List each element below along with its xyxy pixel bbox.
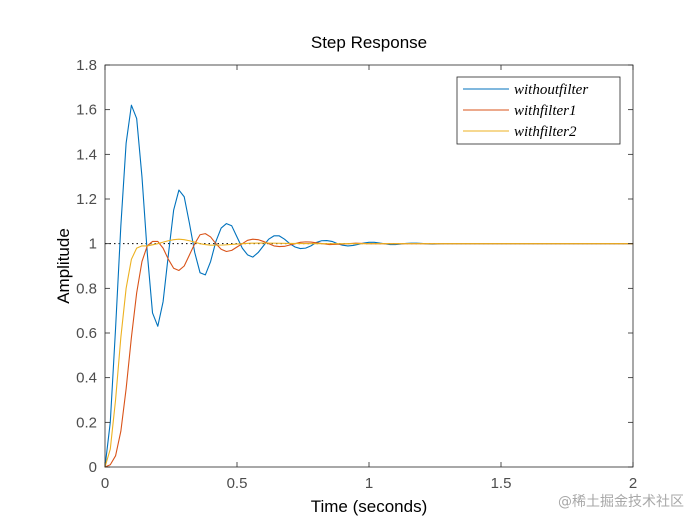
y-axis-title: Amplitude bbox=[54, 228, 73, 304]
legend-label-0: withoutfilter bbox=[514, 82, 588, 98]
x-tick-label: 0 bbox=[101, 475, 109, 492]
y-tick-label: 0.8 bbox=[76, 280, 97, 297]
legend-label-2: withfilter2 bbox=[514, 124, 577, 140]
y-tick-label: 1.2 bbox=[76, 191, 97, 208]
y-tick-label: 1.8 bbox=[76, 57, 97, 74]
y-tick-label: 0.6 bbox=[76, 325, 97, 342]
x-tick-label: 1 bbox=[365, 475, 373, 492]
y-tick-label: 0 bbox=[89, 459, 97, 476]
x-tick-label: 1.5 bbox=[491, 475, 512, 492]
y-tick-label: 1.6 bbox=[76, 102, 97, 119]
legend-label-1: withfilter1 bbox=[514, 103, 577, 119]
series-line-2 bbox=[104, 238, 634, 468]
series-line-1 bbox=[104, 233, 634, 468]
legend: withoutfilter withfilter1 withfilter2 bbox=[456, 76, 621, 145]
x-tick-label: 2 bbox=[629, 475, 637, 492]
y-tick-label: 1 bbox=[89, 236, 97, 253]
x-axis-title: Time (seconds) bbox=[311, 497, 428, 516]
y-tick-label: 0.4 bbox=[76, 370, 97, 387]
series-layer bbox=[104, 104, 634, 468]
y-tick-label: 0.2 bbox=[76, 414, 97, 431]
watermark: @稀土掘金技术社区 bbox=[558, 494, 684, 510]
chart-title: Step Response bbox=[311, 33, 427, 52]
y-tick-label: 1.4 bbox=[76, 146, 97, 163]
tick-layer: 0 0.5 1 1.5 2 0 0.2 0.4 0.6 0.8 1 1.2 1.4 1.6 1.8 bbox=[76, 57, 637, 492]
x-tick-label: 0.5 bbox=[227, 475, 248, 492]
